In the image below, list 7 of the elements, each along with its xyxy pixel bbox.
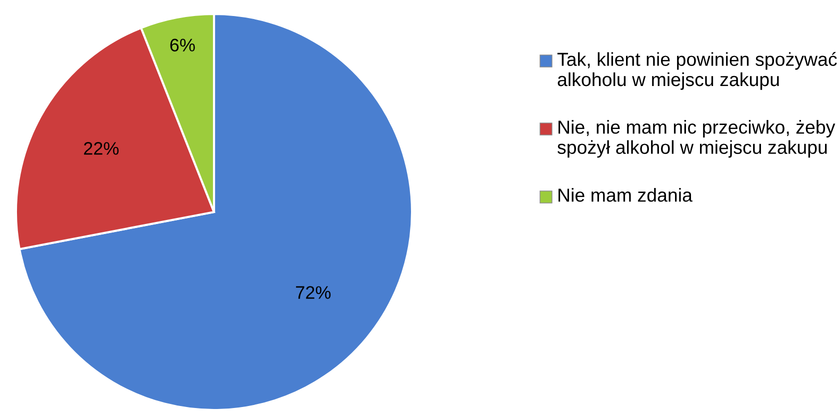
pie-slice	[18, 12, 414, 412]
data-label: 6%	[170, 38, 195, 52]
legend-label: Tak, klient nie powinien spożywać alkoholu w miejscu zakupu	[557, 52, 837, 90]
data-label: 72%	[296, 286, 331, 299]
data-label: 22%	[84, 142, 119, 155]
legend-label: Nie mam zdania	[558, 188, 692, 202]
legend-label: Nie, nie mam nic przeciwko, żeby spożył alkohol w miejscu zakupu	[558, 120, 836, 158]
